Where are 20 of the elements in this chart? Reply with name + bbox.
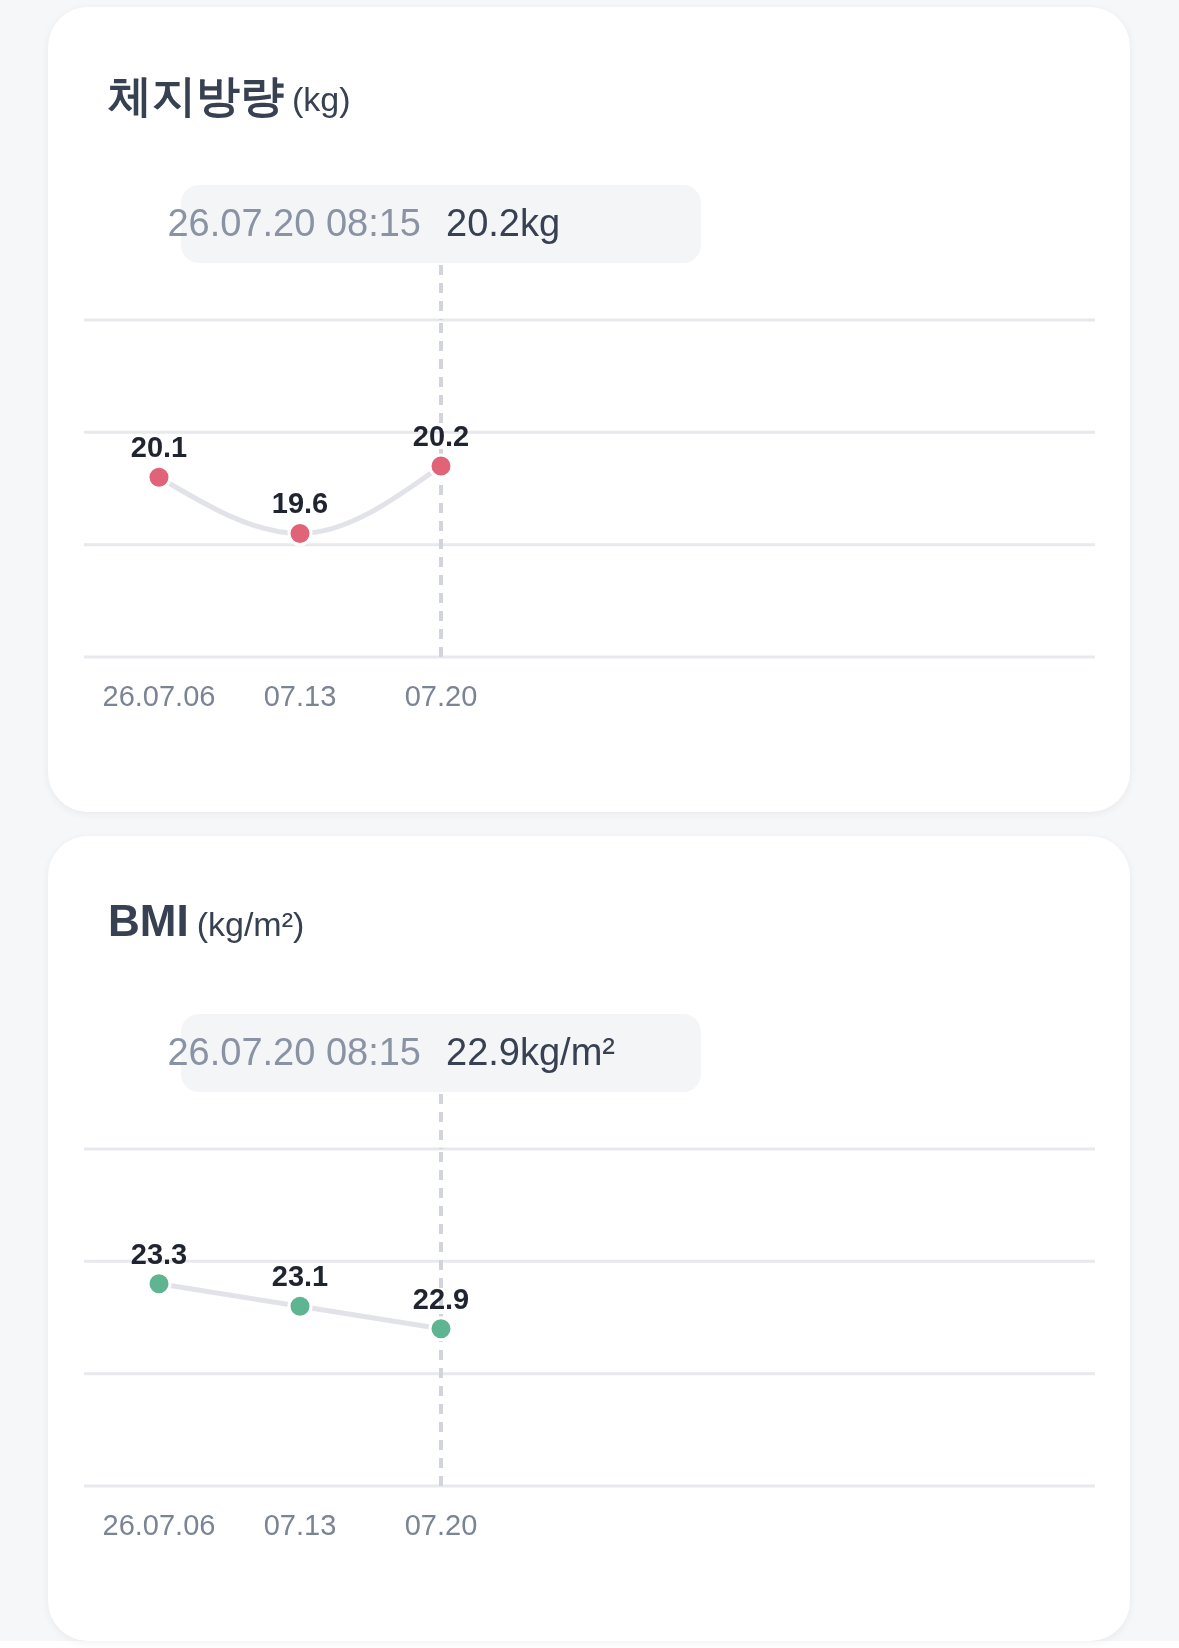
x-tick-label: 07.13	[263, 1508, 337, 1541]
x-tick-label: 26.07.06	[102, 1508, 216, 1541]
x-tick-label: 07.20	[404, 1508, 478, 1541]
data-label: 22.9	[412, 1282, 470, 1315]
data-label: 23.1	[271, 1260, 329, 1293]
data-label: 19.6	[271, 487, 329, 520]
text: 26.07.20 08:15	[167, 202, 421, 244]
data-label: 23.3	[130, 1237, 188, 1270]
x-tick-label: 26.07.06	[102, 679, 216, 712]
data-label: 20.1	[130, 431, 188, 464]
chart-title: 체지방량	[108, 71, 284, 120]
text: 20.2kg	[446, 202, 561, 244]
x-tick-label: 07.20	[404, 679, 478, 712]
chart-subtitle: (kg)	[292, 80, 351, 118]
data-label: 20.2	[412, 420, 470, 453]
text: 26.07.20 08:15	[167, 1031, 421, 1073]
chart-subtitle: (kg/m²)	[196, 905, 305, 943]
text: 22.9kg/m²	[446, 1031, 615, 1073]
chart-title: BMI	[108, 896, 189, 945]
x-tick-label: 07.13	[263, 679, 337, 712]
